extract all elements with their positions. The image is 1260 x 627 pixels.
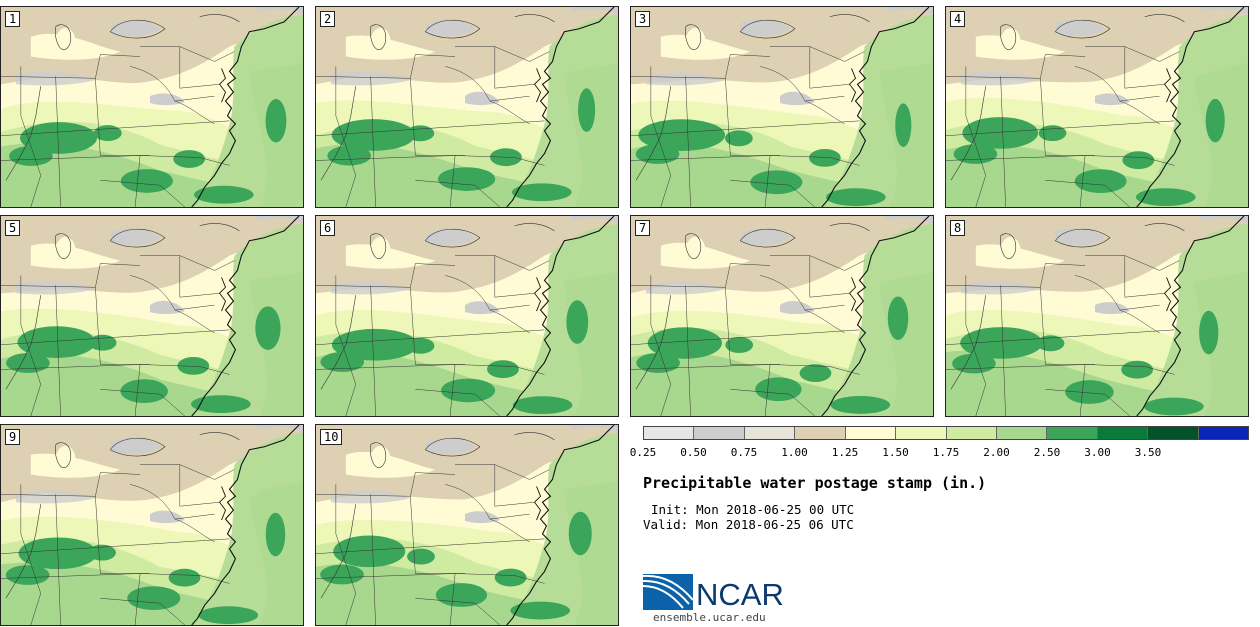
colorbar-segment <box>1047 427 1098 439</box>
colorbar-tick-label: 0.50 <box>680 446 707 459</box>
init-time: Init: Mon 2018-06-25 00 UTC <box>651 502 855 517</box>
colorbar-tick-label: 3.50 <box>1134 446 1162 459</box>
member-map-panel: 9 <box>0 424 304 626</box>
member-number-label: 1 <box>5 11 21 27</box>
member-map-panel: 6 <box>315 215 619 417</box>
colorbar-tick-label: 0.25 <box>629 446 657 459</box>
ncar-logo-text: NCAR <box>696 577 784 612</box>
member-map-panel: 7 <box>630 215 934 417</box>
colorbar-segment <box>1198 427 1249 439</box>
member-map-panel: 10 <box>315 424 619 626</box>
colorbar-segment <box>1148 427 1199 439</box>
member-map-panel: 8 <box>945 215 1249 417</box>
member-number-label: 2 <box>320 11 336 27</box>
member-number-label: 9 <box>5 429 21 445</box>
member-map-panel: 2 <box>315 6 619 208</box>
member-map-panel: 4 <box>945 6 1249 208</box>
member-number-label: 10 <box>320 429 343 445</box>
colorbar-segment <box>946 427 997 439</box>
member-number-label: 7 <box>635 220 651 236</box>
member-map-panel: 3 <box>630 6 934 208</box>
colorbar-segment <box>996 427 1048 439</box>
valid-time: Valid: Mon 2018-06-25 06 UTC <box>643 517 854 532</box>
member-number-label: 3 <box>635 11 651 27</box>
colorbar-segment <box>644 427 695 439</box>
member-number-label: 4 <box>950 11 966 27</box>
colorbar-segment <box>1097 427 1149 439</box>
colorbar <box>643 426 1249 440</box>
ncar-logo-icon <box>643 574 694 610</box>
member-number-label: 6 <box>320 220 336 236</box>
colorbar-segment <box>744 427 796 439</box>
colorbar-segment <box>795 427 846 439</box>
colorbar-segment <box>694 427 745 439</box>
member-number-label: 8 <box>950 220 966 236</box>
colorbar-tick-label: 2.00 <box>983 446 1010 459</box>
chart-title: Precipitable water postage stamp (in.) <box>643 474 987 492</box>
colorbar-tick-label: 3.00 <box>1084 446 1111 459</box>
colorbar-segment <box>845 427 897 439</box>
colorbar-tick-label: 1.50 <box>882 446 909 459</box>
colorbar-tick-label: 1.25 <box>831 446 859 459</box>
colorbar-segment <box>896 427 947 439</box>
member-map-panel: 5 <box>0 215 304 417</box>
colorbar-tick-label: 1.00 <box>781 446 808 459</box>
colorbar-tick-label: 2.50 <box>1033 446 1061 459</box>
member-number-label: 5 <box>5 220 21 236</box>
colorbar-tick-label: 1.75 <box>932 446 960 459</box>
colorbar-tick-label: 0.75 <box>730 446 758 459</box>
website-url: ensemble.ucar.edu <box>653 611 766 624</box>
member-map-panel: 1 <box>0 6 304 208</box>
